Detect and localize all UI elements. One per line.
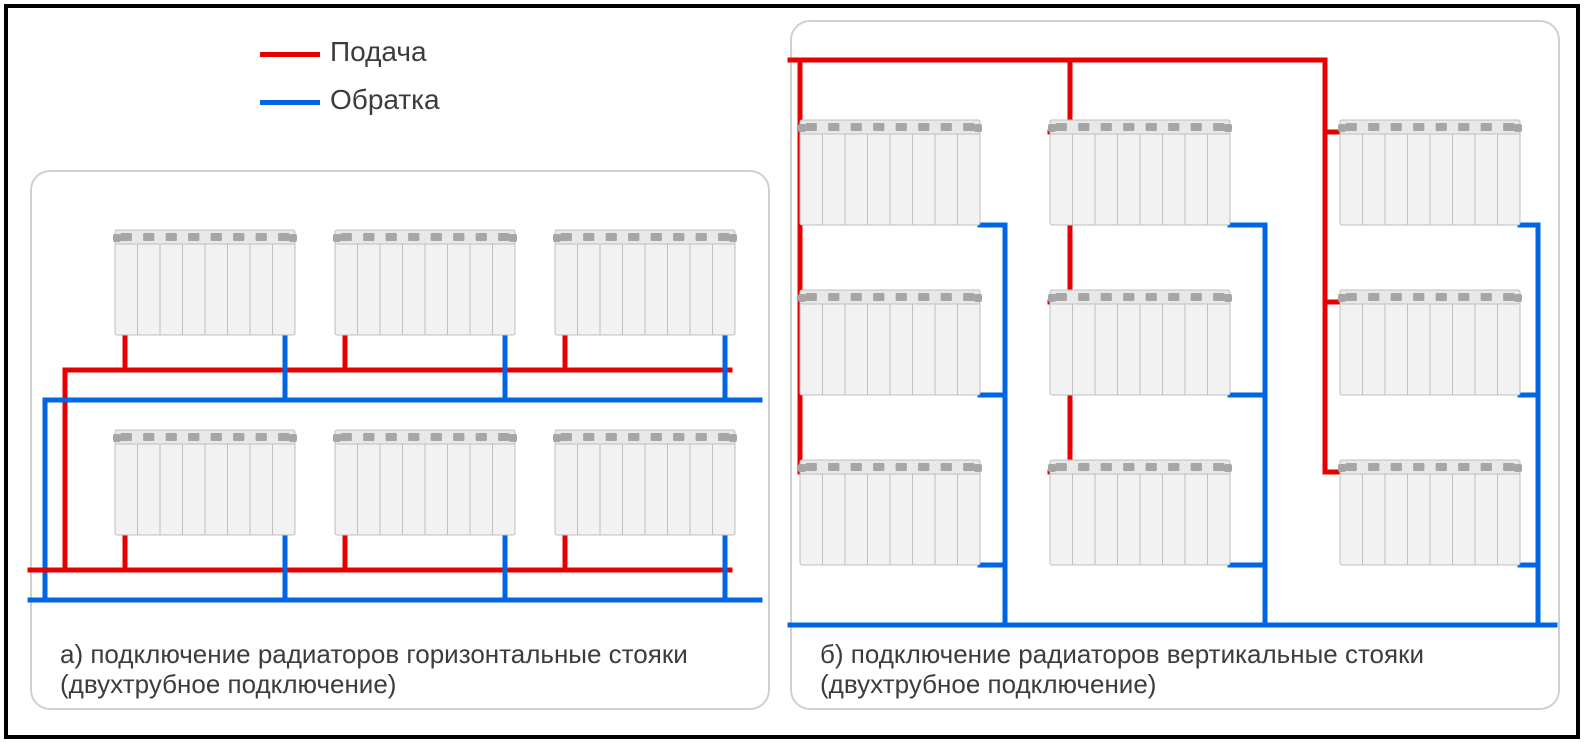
diagram-svg [0, 0, 1588, 747]
